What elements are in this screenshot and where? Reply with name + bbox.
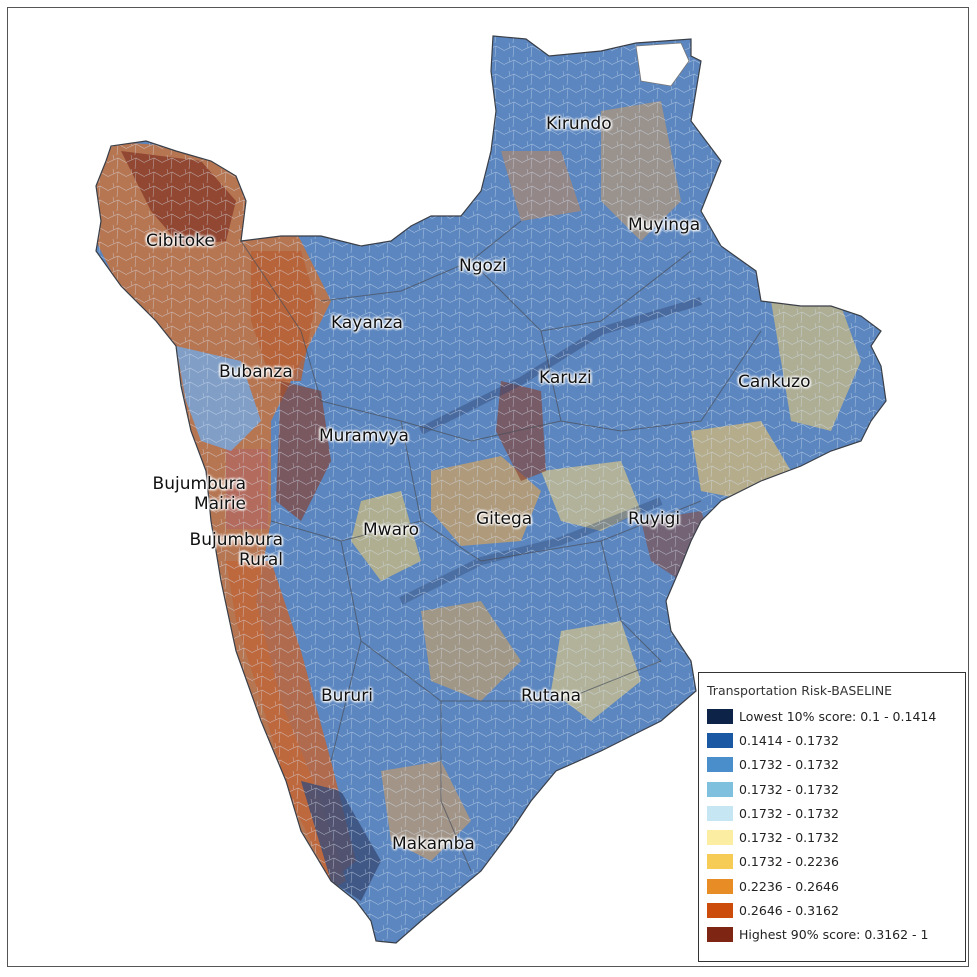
legend-item: Highest 90% score: 0.3162 - 1	[707, 923, 957, 947]
label-bubanza: Bubanza	[219, 362, 293, 382]
legend-swatch	[707, 927, 733, 943]
label-makamba: Makamba	[392, 834, 475, 854]
legend-swatch	[707, 878, 733, 894]
legend-swatch	[707, 708, 733, 724]
lake-patch	[635, 42, 690, 87]
label-bururi: Bururi	[321, 686, 373, 706]
legend-item: 0.1732 - 0.1732	[707, 753, 957, 777]
label-muramvya: Muramvya	[319, 426, 409, 446]
legend-swatch	[707, 732, 733, 748]
legend-item: 0.2236 - 0.2646	[707, 874, 957, 898]
label-bujumbura-rural: Bujumbura Rural	[189, 530, 283, 570]
label-kayanza: Kayanza	[331, 313, 403, 333]
legend-label: 0.1732 - 0.1732	[739, 805, 839, 821]
map-frame: Kirundo Muyinga Cibitoke Ngozi Kayanza B…	[7, 7, 969, 967]
label-mwaro: Mwaro	[363, 520, 420, 540]
label-ngozi: Ngozi	[459, 256, 507, 276]
label-ruyigi: Ruyigi	[628, 509, 681, 529]
legend-label: 0.1732 - 0.1732	[739, 757, 839, 773]
legend-item: 0.1414 - 0.1732	[707, 728, 957, 752]
label-gitega: Gitega	[476, 509, 533, 529]
label-rutana: Rutana	[521, 686, 582, 706]
legend-label: 0.1732 - 0.1732	[739, 781, 839, 797]
legend-label: 0.2646 - 0.3162	[739, 903, 839, 919]
label-karuzi: Karuzi	[539, 368, 592, 388]
legend-title: Transportation Risk-BASELINE	[707, 683, 893, 698]
legend-label: 0.2236 - 0.2646	[739, 878, 839, 894]
legend-label: 0.1732 - 0.1732	[739, 830, 839, 846]
label-cankuzo: Cankuzo	[738, 372, 811, 392]
map-legend: Transportation Risk-BASELINE Lowest 10% …	[698, 672, 966, 962]
legend-item: 0.1732 - 0.2236	[707, 850, 957, 874]
legend-label: 0.1414 - 0.1732	[739, 732, 839, 748]
legend-item: 0.1732 - 0.1732	[707, 825, 957, 849]
legend-swatch	[707, 781, 733, 797]
legend-label: Lowest 10% score: 0.1 - 0.1414	[739, 708, 937, 724]
legend-swatch	[707, 903, 733, 919]
label-muyinga: Muyinga	[628, 215, 701, 235]
legend-swatch	[707, 757, 733, 773]
legend-label: Highest 90% score: 0.3162 - 1	[739, 927, 929, 943]
legend-label: 0.1732 - 0.2236	[739, 854, 839, 870]
legend-item: 0.2646 - 0.3162	[707, 898, 957, 922]
legend-item: 0.1732 - 0.1732	[707, 801, 957, 825]
legend-item: 0.1732 - 0.1732	[707, 777, 957, 801]
legend-item: Lowest 10% score: 0.1 - 0.1414	[707, 704, 957, 728]
label-cibitoke: Cibitoke	[146, 231, 215, 251]
legend-swatch	[707, 805, 733, 821]
legend-swatch	[707, 854, 733, 870]
legend-swatch	[707, 830, 733, 846]
province-boundaries	[240, 220, 762, 872]
label-kirundo: Kirundo	[546, 114, 612, 134]
label-bujumbura-mairie: Bujumbura Mairie	[152, 474, 246, 514]
